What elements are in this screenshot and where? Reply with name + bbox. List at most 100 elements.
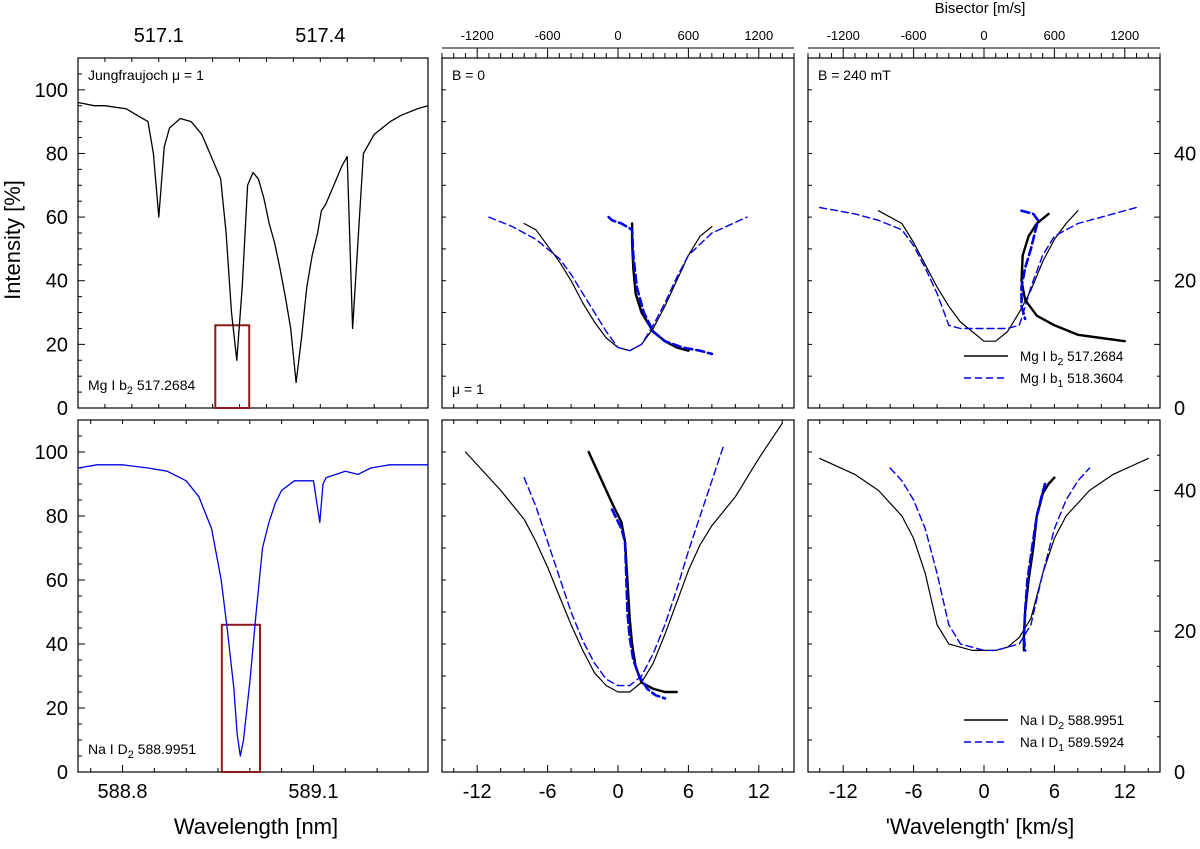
series-line-2 [523,444,725,687]
y-tick-label: 60 [46,570,68,592]
highlight-box [220,623,261,773]
x-tick-label: 589.1 [288,781,338,803]
top-tick-label: 600 [1044,28,1066,43]
panel-bottom-middle: -12 -6 0 6 12 [441,419,795,803]
series-group [464,422,783,700]
series-line-3 [630,222,690,352]
series-group [488,215,748,356]
series-group [819,457,1149,652]
series-line-1 [78,101,428,384]
top-tick-label: -600 [535,28,561,43]
series-line-3 [587,450,678,694]
y-tick-label: 40 [46,634,68,656]
legend-entry-text: Mg I b [1020,349,1058,364]
panel-frame [441,57,795,409]
panel-top-middle: -1200 -600 0 600 1200 B = 0 μ = 1 [441,28,795,409]
right-tick-label: 40 [1174,480,1196,502]
y-tick-label: 0 [57,398,68,420]
legend-entry: Na I D2 588.9951 [1020,713,1124,732]
right-tick-label: 20 [1174,271,1196,293]
series-line-1 [523,222,713,352]
panel-annotation: Jungfraujoch μ = 1 [88,67,204,83]
top-tick-label: 0 [614,28,621,43]
y-axis-label: Intensity [%] [0,180,25,300]
line-label: Mg I b2 517.2684 [88,377,195,397]
series-line-4 [607,215,714,356]
line-label-subscript: 2 [128,749,134,761]
series-line-1 [819,457,1149,651]
y-tick-label: 40 [46,271,68,293]
y-tick-label: 60 [46,207,68,229]
x-tick-label: 0 [978,781,989,803]
series-group [78,464,428,757]
top-tick-label: 600 [678,28,700,43]
series-line-2 [488,216,748,352]
y-tick-label: 0 [57,762,68,784]
x-tick-label: 6 [1049,781,1060,803]
top-tick-label: -600 [901,28,927,43]
series-line-4 [1020,209,1040,321]
panel-bottom-left: 0 20 40 60 80 100 588.8 589.1 Na I D2 588.9951 [35,419,429,803]
x-axis-label-left: Wavelength [nm] [174,814,338,839]
top-tick-label: 1200 [744,28,773,43]
y-tick-label: 20 [46,698,68,720]
series-line-1 [78,464,428,757]
y-tick-label: 100 [35,442,68,464]
legend-entry-wavelength: 588.9951 [1064,713,1124,728]
line-label-wavelength: 517.2684 [133,377,195,393]
series-group [819,206,1138,343]
top-tick-label: 517.4 [295,25,345,47]
legend-entry: Na I D1 589.5924 [1020,735,1125,754]
legend-entry-wavelength: 589.5924 [1064,735,1125,750]
panel-frame [77,419,429,773]
line-label: Na I D2 588.9951 [88,741,196,761]
y-tick-label: 20 [46,334,68,356]
legend-entry-wavelength: 517.2684 [1063,349,1124,364]
highlight-box [214,324,251,410]
line-label-text: Mg I b [88,377,127,393]
legend-entry: Mg I b2 517.2684 [1020,349,1124,368]
x-tick-label: -6 [539,781,557,803]
series-group [78,101,428,384]
legend-entry-subscript: 1 [1058,742,1064,754]
panel-top-right: 0 20 40 -1200 -600 0 600 1200 B = 240 mT Mg I b2 … [807,28,1196,420]
legend-entry-text: Mg I b [1020,371,1058,386]
panel-annotation: B = 0 [452,67,485,83]
x-tick-label: 6 [683,781,694,803]
series-line-4 [1022,482,1047,652]
panel-annotation-mu: μ = 1 [452,381,484,397]
x-tick-label: -12 [463,781,492,803]
x-tick-label: -6 [905,781,923,803]
top-tick-label: -1200 [461,28,494,43]
right-tick-label: 0 [1174,398,1185,420]
top-tick-label: 517.1 [134,25,184,47]
series-line-1 [877,210,1079,342]
panel-frame [77,57,429,409]
top-tick-label: 1200 [1110,28,1139,43]
x-tick-label: 12 [1114,781,1136,803]
panel-annotation: B = 240 mT [818,67,891,83]
legend-entry-text: Na I D [1020,713,1059,728]
panel-top-left: 0 20 40 60 80 100 517.1 517.4 Jungfraujoch μ = 1… [35,25,429,420]
legend-entry-subscript: 1 [1058,378,1064,390]
right-tick-label: 20 [1174,621,1196,643]
right-tick-label: 0 [1174,762,1185,784]
series-line-2 [819,206,1138,330]
line-label-text: Na I D [88,741,128,757]
top-tick-label: -1200 [827,28,860,43]
legend-entry-subscript: 2 [1058,720,1064,732]
y-tick-label: 80 [46,143,68,165]
legend-entry-subscript: 2 [1058,356,1064,368]
bisector-axis-label: Bisector [m/s] [935,0,1026,17]
legend-entry: Mg I b1 518.3604 [1020,371,1124,390]
right-tick-label: 40 [1174,143,1196,165]
x-tick-label: 12 [748,781,770,803]
series-line-1 [464,422,783,693]
line-label-subscript: 2 [127,385,133,397]
top-tick-label: 0 [980,28,987,43]
legend-entry-text: Na I D [1020,735,1059,750]
panel-frame [441,419,795,773]
line-label-wavelength: 588.9951 [134,741,196,757]
